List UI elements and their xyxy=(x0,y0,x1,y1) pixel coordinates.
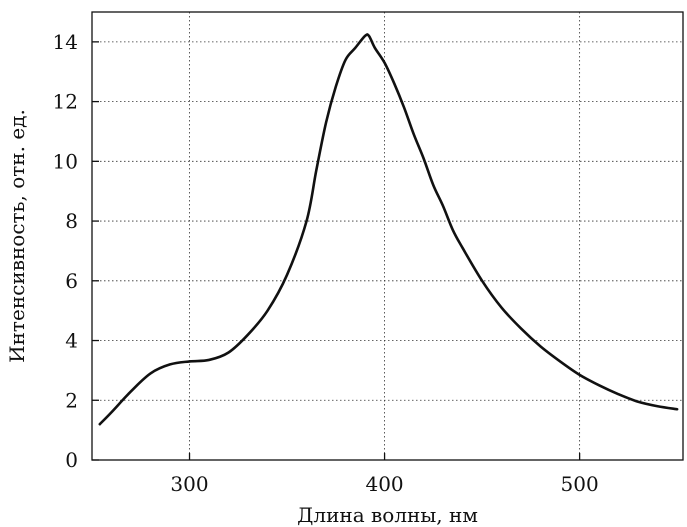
x-tick-label: 400 xyxy=(365,472,403,496)
grid-lines xyxy=(92,12,683,460)
y-tick-label: 6 xyxy=(65,269,78,293)
x-tick-label: 300 xyxy=(170,472,208,496)
x-axis-title: Длина волны, нм xyxy=(297,503,478,527)
axis-ticks xyxy=(92,41,581,461)
y-tick-label: 8 xyxy=(65,209,78,233)
plot-frame xyxy=(91,11,684,461)
y-tick-label: 0 xyxy=(65,448,78,472)
series-line xyxy=(98,33,679,426)
x-tick-label: 500 xyxy=(561,472,599,496)
y-tick-label: 10 xyxy=(53,149,78,173)
tick-labels: 0 2 4 6 8 10 12 14 300 400 500 xyxy=(53,30,599,496)
y-axis-title: Интенсивность, отн. ед. xyxy=(5,109,29,363)
y-tick-label: 2 xyxy=(65,388,78,412)
y-tick-label: 12 xyxy=(53,90,78,114)
y-tick-label: 14 xyxy=(53,30,78,54)
y-tick-label: 4 xyxy=(65,329,78,353)
